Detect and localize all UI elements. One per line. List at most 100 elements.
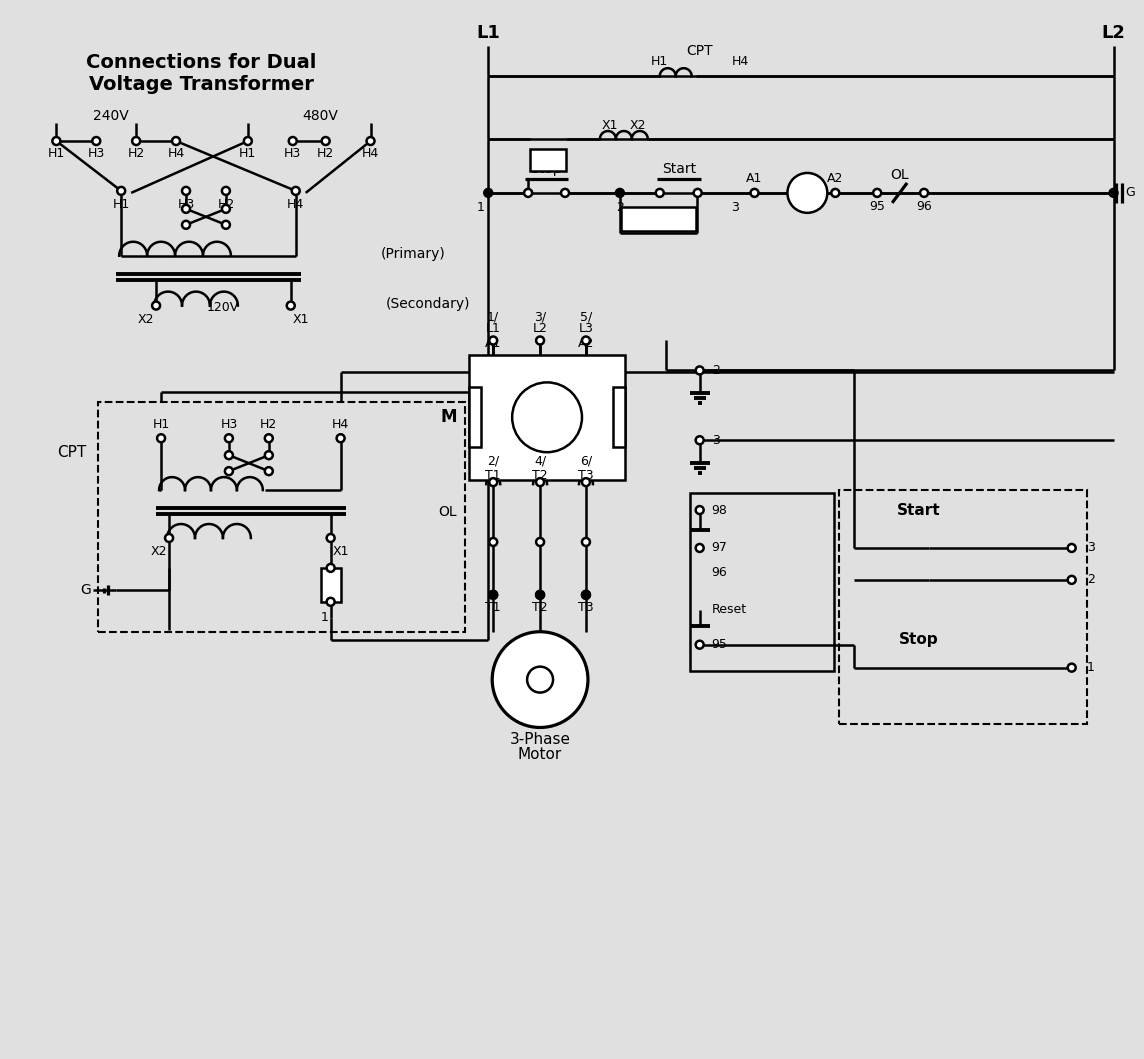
Text: L1: L1: [476, 24, 500, 42]
Text: 3-Phase: 3-Phase: [509, 732, 571, 747]
Circle shape: [581, 590, 590, 599]
Circle shape: [222, 221, 230, 229]
Circle shape: [581, 590, 590, 599]
Text: H1: H1: [651, 55, 668, 68]
Text: Start: Start: [897, 503, 940, 518]
Text: Connections for Dual
Voltage Transformer: Connections for Dual Voltage Transformer: [86, 53, 316, 94]
Text: G: G: [80, 582, 92, 597]
Circle shape: [222, 186, 230, 195]
Bar: [98, 402, 466, 632]
Text: (Secondary): (Secondary): [386, 297, 470, 310]
Text: L2: L2: [533, 322, 548, 335]
Text: X1: X1: [333, 545, 349, 558]
Circle shape: [165, 534, 173, 542]
Text: 95: 95: [712, 639, 728, 651]
Circle shape: [490, 337, 498, 344]
Text: 3: 3: [731, 201, 739, 214]
Text: H4: H4: [332, 418, 349, 431]
Text: T3: T3: [578, 602, 594, 614]
Circle shape: [336, 434, 344, 443]
Text: Stop: Stop: [531, 162, 562, 176]
Text: H3: H3: [221, 418, 238, 431]
Text: H4: H4: [731, 55, 749, 68]
Text: L2: L2: [1102, 24, 1126, 42]
Text: H3: H3: [88, 147, 105, 161]
Text: T1: T1: [485, 602, 501, 614]
Text: A1: A1: [746, 173, 763, 185]
Circle shape: [537, 538, 545, 546]
Circle shape: [1109, 189, 1118, 197]
Text: H1: H1: [48, 147, 65, 161]
Text: 1/: 1/: [487, 310, 499, 323]
Circle shape: [53, 137, 61, 145]
Circle shape: [527, 666, 553, 693]
Bar: [613, 388, 625, 447]
Text: 98: 98: [712, 503, 728, 517]
Text: 96: 96: [916, 200, 932, 213]
Circle shape: [693, 189, 701, 197]
Circle shape: [292, 186, 300, 195]
Text: 96: 96: [712, 567, 728, 579]
Circle shape: [225, 467, 233, 475]
Circle shape: [287, 302, 295, 309]
Circle shape: [582, 478, 590, 486]
Text: Reset: Reset: [712, 604, 747, 616]
Circle shape: [182, 204, 190, 213]
Text: 2: 2: [615, 201, 623, 214]
Text: T2: T2: [532, 602, 548, 614]
Text: Start: Start: [661, 162, 696, 176]
Circle shape: [873, 189, 881, 197]
Circle shape: [288, 137, 296, 145]
Bar: [530, 149, 566, 170]
Circle shape: [920, 189, 928, 197]
Text: H2: H2: [317, 147, 334, 161]
Text: H2: H2: [217, 198, 235, 212]
Circle shape: [696, 544, 704, 552]
Text: 97: 97: [712, 541, 728, 555]
Circle shape: [488, 590, 498, 599]
Circle shape: [93, 137, 101, 145]
Circle shape: [484, 189, 493, 197]
Circle shape: [327, 534, 335, 542]
Circle shape: [157, 434, 165, 443]
Text: 6/
T3: 6/ T3: [578, 454, 594, 482]
Circle shape: [490, 478, 498, 486]
Text: 2/
T1: 2/ T1: [485, 454, 501, 482]
Circle shape: [535, 590, 545, 599]
Circle shape: [222, 204, 230, 213]
Circle shape: [696, 641, 704, 649]
Text: Stop: Stop: [899, 632, 939, 647]
Circle shape: [1067, 664, 1075, 671]
Text: 1: 1: [476, 201, 484, 214]
Circle shape: [182, 221, 190, 229]
Bar: [320, 568, 341, 602]
Text: H4: H4: [167, 147, 184, 161]
Bar: [469, 388, 482, 447]
Circle shape: [615, 189, 625, 197]
Text: 3: 3: [1087, 541, 1095, 555]
Circle shape: [582, 337, 590, 344]
Text: H1: H1: [112, 198, 129, 212]
Text: OL: OL: [890, 168, 908, 182]
Text: CPT: CPT: [686, 44, 713, 58]
Circle shape: [696, 436, 704, 444]
Circle shape: [750, 189, 758, 197]
Bar: [840, 490, 1087, 724]
Text: H1: H1: [239, 147, 256, 161]
Circle shape: [225, 451, 233, 460]
Text: OL: OL: [438, 505, 458, 519]
Text: 95: 95: [869, 200, 885, 213]
Text: 2: 2: [712, 364, 720, 377]
Text: H4: H4: [362, 147, 379, 161]
Circle shape: [327, 563, 335, 572]
Text: 1: 1: [320, 611, 328, 624]
Text: H2: H2: [260, 418, 278, 431]
Circle shape: [321, 137, 329, 145]
Text: 3: 3: [712, 434, 720, 447]
Circle shape: [696, 506, 704, 514]
Text: X1: X1: [602, 119, 619, 131]
Text: M: M: [800, 185, 815, 200]
Text: L3: L3: [579, 322, 594, 335]
Text: M: M: [440, 409, 458, 427]
Text: (Primary): (Primary): [381, 247, 445, 261]
